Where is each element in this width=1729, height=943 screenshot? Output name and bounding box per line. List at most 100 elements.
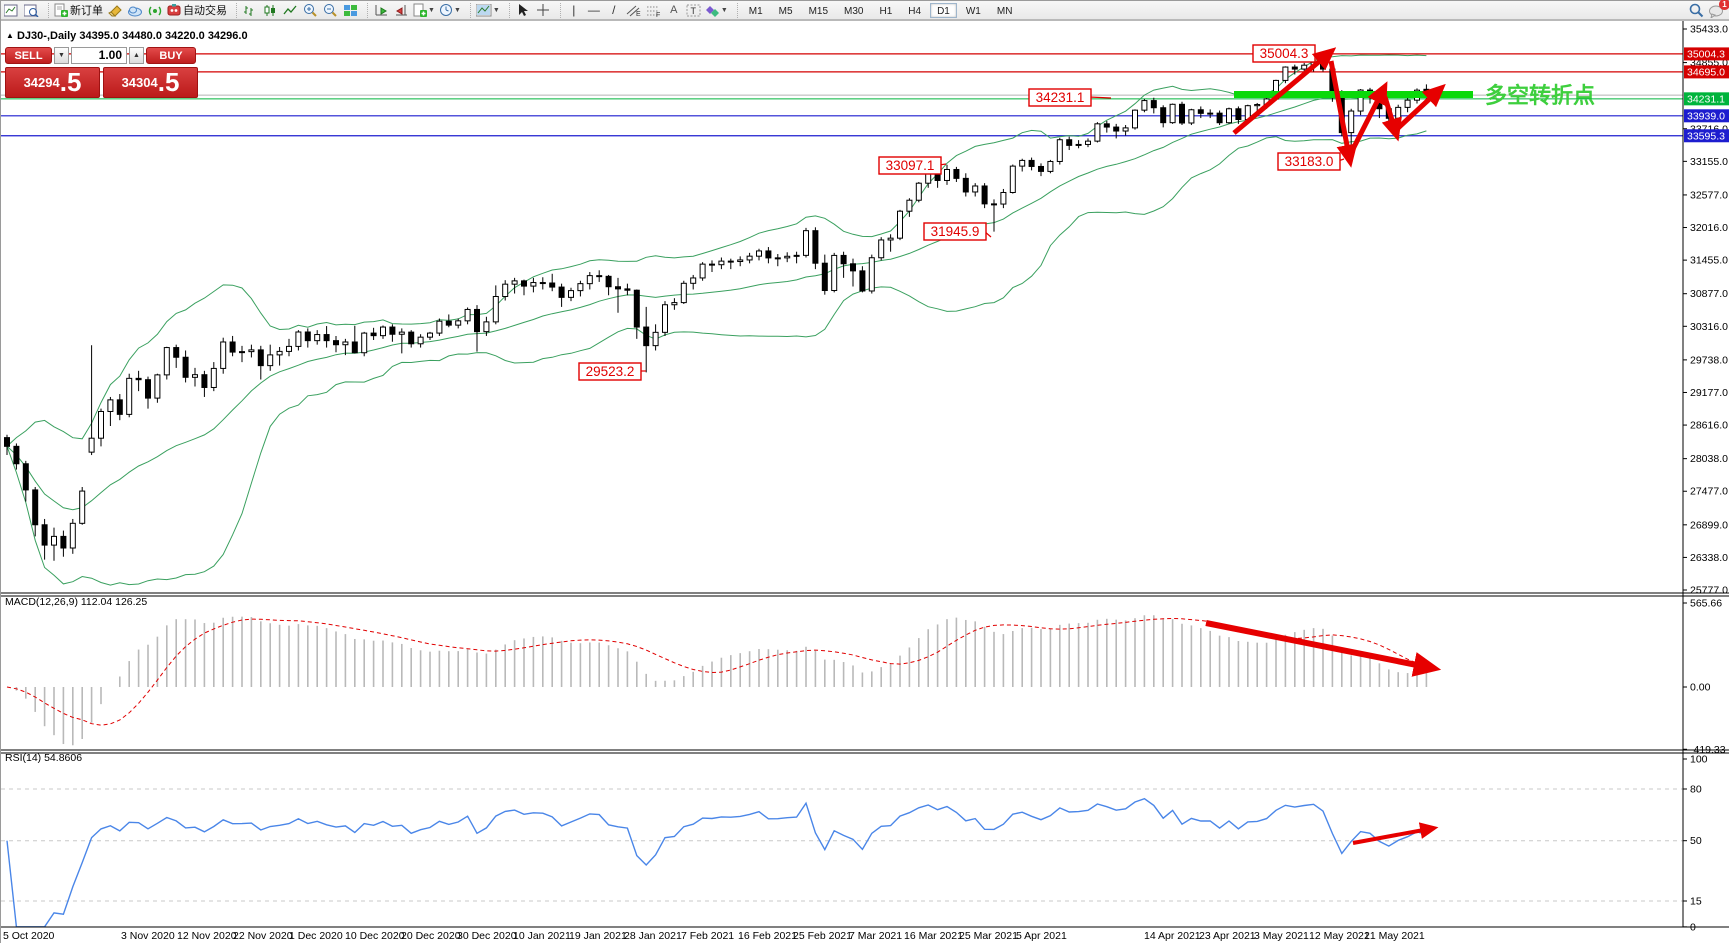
svg-text:19 Jan 2021: 19 Jan 2021 <box>569 930 627 942</box>
timeframe-M1[interactable]: M1 <box>748 5 763 17</box>
timeframe-M5[interactable]: M5 <box>778 5 793 17</box>
svg-text:0: 0 <box>1690 921 1696 933</box>
trend-arrow <box>1232 47 1337 135</box>
notification-badge: 1 <box>1719 0 1729 10</box>
svg-text:10 Jan 2021: 10 Jan 2021 <box>513 930 571 942</box>
vertical-line-tool[interactable]: | <box>572 3 576 17</box>
sell-price-main: 34294 <box>23 75 60 90</box>
analyst-annotations[interactable]: 多空转折点 35004.3 34231.1 33097.1 31945.9 29523.2… <box>578 44 1595 845</box>
price-axis[interactable]: 35433.034855.033716.033155.032577.032016… <box>1683 24 1729 934</box>
svg-text:0.00: 0.00 <box>1690 682 1711 694</box>
svg-text:28 Jan 2021: 28 Jan 2021 <box>624 930 682 942</box>
toolbar-separator <box>503 2 510 18</box>
cloud-icon[interactable] <box>125 2 145 19</box>
timeframe-D1[interactable]: D1 <box>930 2 957 18</box>
add-indicator-button[interactable]: ▼ <box>411 2 437 19</box>
sell-price-pips: .5 <box>59 67 82 97</box>
trend-arrow <box>1394 83 1446 132</box>
svg-text:30 Dec 2020: 30 Dec 2020 <box>457 930 517 942</box>
timeframe-M30[interactable]: M30 <box>844 5 864 17</box>
toolbar-separator <box>731 2 738 18</box>
price-callout-33183.0[interactable]: 33183.0 <box>1277 152 1345 171</box>
pane-separators[interactable] <box>1 20 1729 928</box>
toolbar-separator <box>554 2 561 18</box>
cursor-tool-icon[interactable] <box>513 2 533 19</box>
svg-text:25 Mar 2021: 25 Mar 2021 <box>959 930 1018 942</box>
svg-text:30877.0: 30877.0 <box>1690 288 1728 300</box>
svg-text:21 May 2021: 21 May 2021 <box>1364 930 1425 942</box>
volume-input[interactable]: 1.00 <box>71 47 127 64</box>
price-callout-29523.2[interactable]: 29523.2 <box>578 362 646 381</box>
price-callout-33097.1[interactable]: 33097.1 <box>878 156 947 175</box>
zoom-in-icon[interactable] <box>300 2 320 19</box>
timeframe-M15[interactable]: M15 <box>808 5 829 17</box>
svg-text:29523.2: 29523.2 <box>586 364 635 379</box>
turning-point-label: 多空转折点 <box>1485 83 1595 108</box>
timeframe-H1[interactable]: H1 <box>879 5 893 17</box>
fibonacci-tool[interactable]: F <box>644 2 664 19</box>
buy-button[interactable]: BUY <box>146 47 196 64</box>
templates-icon[interactable]: ▼ <box>474 2 502 19</box>
notifications-chat-icon[interactable]: 1 <box>1706 0 1729 19</box>
search-icon[interactable] <box>1686 2 1706 19</box>
svg-text:80: 80 <box>1690 784 1702 796</box>
svg-text:26338.0: 26338.0 <box>1690 552 1728 564</box>
toolbar-separator <box>230 2 237 18</box>
text-label-tool[interactable]: T <box>684 2 704 19</box>
auto-scroll-icon[interactable] <box>371 2 391 19</box>
svg-text:100: 100 <box>1690 754 1708 766</box>
data-window-icon[interactable] <box>21 2 41 19</box>
tile-windows-icon[interactable] <box>340 2 360 19</box>
period-clock-button[interactable]: ▼ <box>437 2 463 19</box>
collapse-triangle-icon[interactable]: ▲ <box>6 31 14 40</box>
new-order-button[interactable]: 新订单 <box>52 2 105 19</box>
signal-icon[interactable] <box>145 2 165 19</box>
chart-ohlc-values: 34395.0 34480.0 34220.0 34296.0 <box>79 30 248 42</box>
svg-text:-419.33: -419.33 <box>1690 744 1726 756</box>
price-callout-34231.1[interactable]: 34231.1 <box>1028 88 1112 107</box>
sell-price-display[interactable]: 34294.5 <box>5 67 100 98</box>
buy-price-display[interactable]: 34304.5 <box>103 67 198 98</box>
bar-chart-mode-icon[interactable] <box>240 2 260 19</box>
channel-tool[interactable]: E <box>624 2 644 19</box>
svg-text:7 Mar 2021: 7 Mar 2021 <box>849 930 902 942</box>
svg-text:32016.0: 32016.0 <box>1690 222 1728 234</box>
bollinger-bands <box>6 54 1427 586</box>
svg-text:25 Feb 2021: 25 Feb 2021 <box>793 930 852 942</box>
autotrading-button[interactable]: 自动交易 <box>165 2 229 19</box>
eraser-icon[interactable] <box>105 2 125 19</box>
svg-text:34231.1: 34231.1 <box>1036 90 1085 105</box>
price-callout-35004.3[interactable]: 35004.3 <box>1252 44 1322 63</box>
trendline-tool[interactable]: / <box>612 3 616 17</box>
timeframe-H4[interactable]: H4 <box>908 5 922 17</box>
svg-text:26899.0: 26899.0 <box>1690 519 1728 531</box>
svg-text:565.66: 565.66 <box>1690 597 1722 609</box>
zoom-out-icon[interactable] <box>320 2 340 19</box>
svg-text:29738.0: 29738.0 <box>1690 354 1728 366</box>
line-chart-mode-icon[interactable] <box>280 2 300 19</box>
charts-window-icon[interactable] <box>1 2 21 19</box>
new-order-label: 新订单 <box>70 5 103 17</box>
crosshair-tool-icon[interactable] <box>533 2 553 19</box>
horizontal-line-tool[interactable]: — <box>587 3 600 17</box>
svg-text:20 Dec 2020: 20 Dec 2020 <box>401 930 461 942</box>
timeframe-MN[interactable]: MN <box>996 5 1013 17</box>
candlestick-mode-icon[interactable] <box>260 2 280 19</box>
chart-shift-icon[interactable] <box>391 2 411 19</box>
macd-indicator <box>6 615 1428 746</box>
svg-text:F: F <box>656 12 660 17</box>
volume-decrease-button[interactable]: ▼ <box>54 47 69 64</box>
rsi-indicator <box>1 788 1683 927</box>
volume-increase-button[interactable]: ▲ <box>129 47 144 64</box>
shapes-tool[interactable]: ▼ <box>704 2 730 19</box>
svg-text:15: 15 <box>1690 896 1702 908</box>
timeframe-W1[interactable]: W1 <box>965 5 981 17</box>
trend-arrow <box>1328 60 1358 168</box>
sell-button[interactable]: SELL <box>5 47 52 64</box>
price-callout-31945.9[interactable]: 31945.9 <box>923 222 992 241</box>
svg-text:3 Nov 2020: 3 Nov 2020 <box>121 930 175 942</box>
text-tool[interactable]: A <box>670 4 678 16</box>
